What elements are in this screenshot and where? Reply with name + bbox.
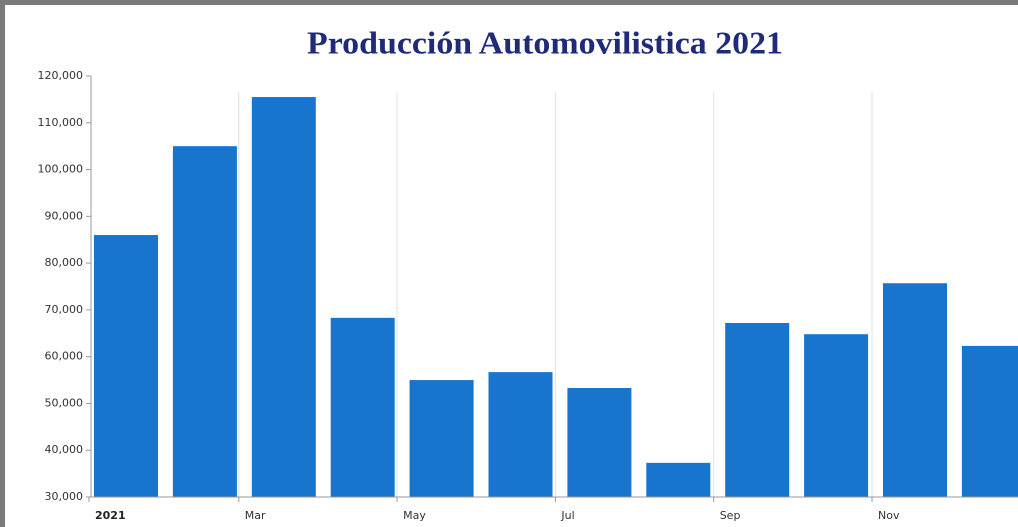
bar [94,235,158,498]
bar [883,283,947,497]
y-tick-label: 100,000 [38,163,84,176]
y-tick-label: 30,000 [45,490,84,503]
bar [804,334,869,497]
bar [330,317,395,497]
x-tick-label: 2021 [95,509,126,522]
frame-left [0,0,5,527]
y-tick-label: 90,000 [45,209,84,222]
x-tick-label: Jul [560,509,574,522]
x-tick-label: May [403,509,426,522]
x-tick-label: Nov [878,509,900,522]
y-tick-label: 110,000 [38,116,84,129]
y-tick-label: 80,000 [45,256,84,269]
y-tick-label: 40,000 [45,443,84,456]
chart-title: Producción Automovilistica 2021 [307,24,783,60]
bar [567,388,632,497]
bar [409,380,474,497]
bar [172,146,237,497]
y-tick-label: 70,000 [45,303,84,316]
bar [646,462,711,497]
y-tick-label: 120,000 [38,69,84,82]
bar [725,322,790,497]
frame-top [0,0,1018,5]
x-tick-label: Mar [245,509,266,522]
bar [961,345,1018,497]
bar [488,372,553,497]
y-tick-label: 50,000 [45,396,84,409]
x-tick-label: Sep [720,509,741,522]
y-tick-label: 60,000 [45,350,84,363]
bar [251,97,316,498]
